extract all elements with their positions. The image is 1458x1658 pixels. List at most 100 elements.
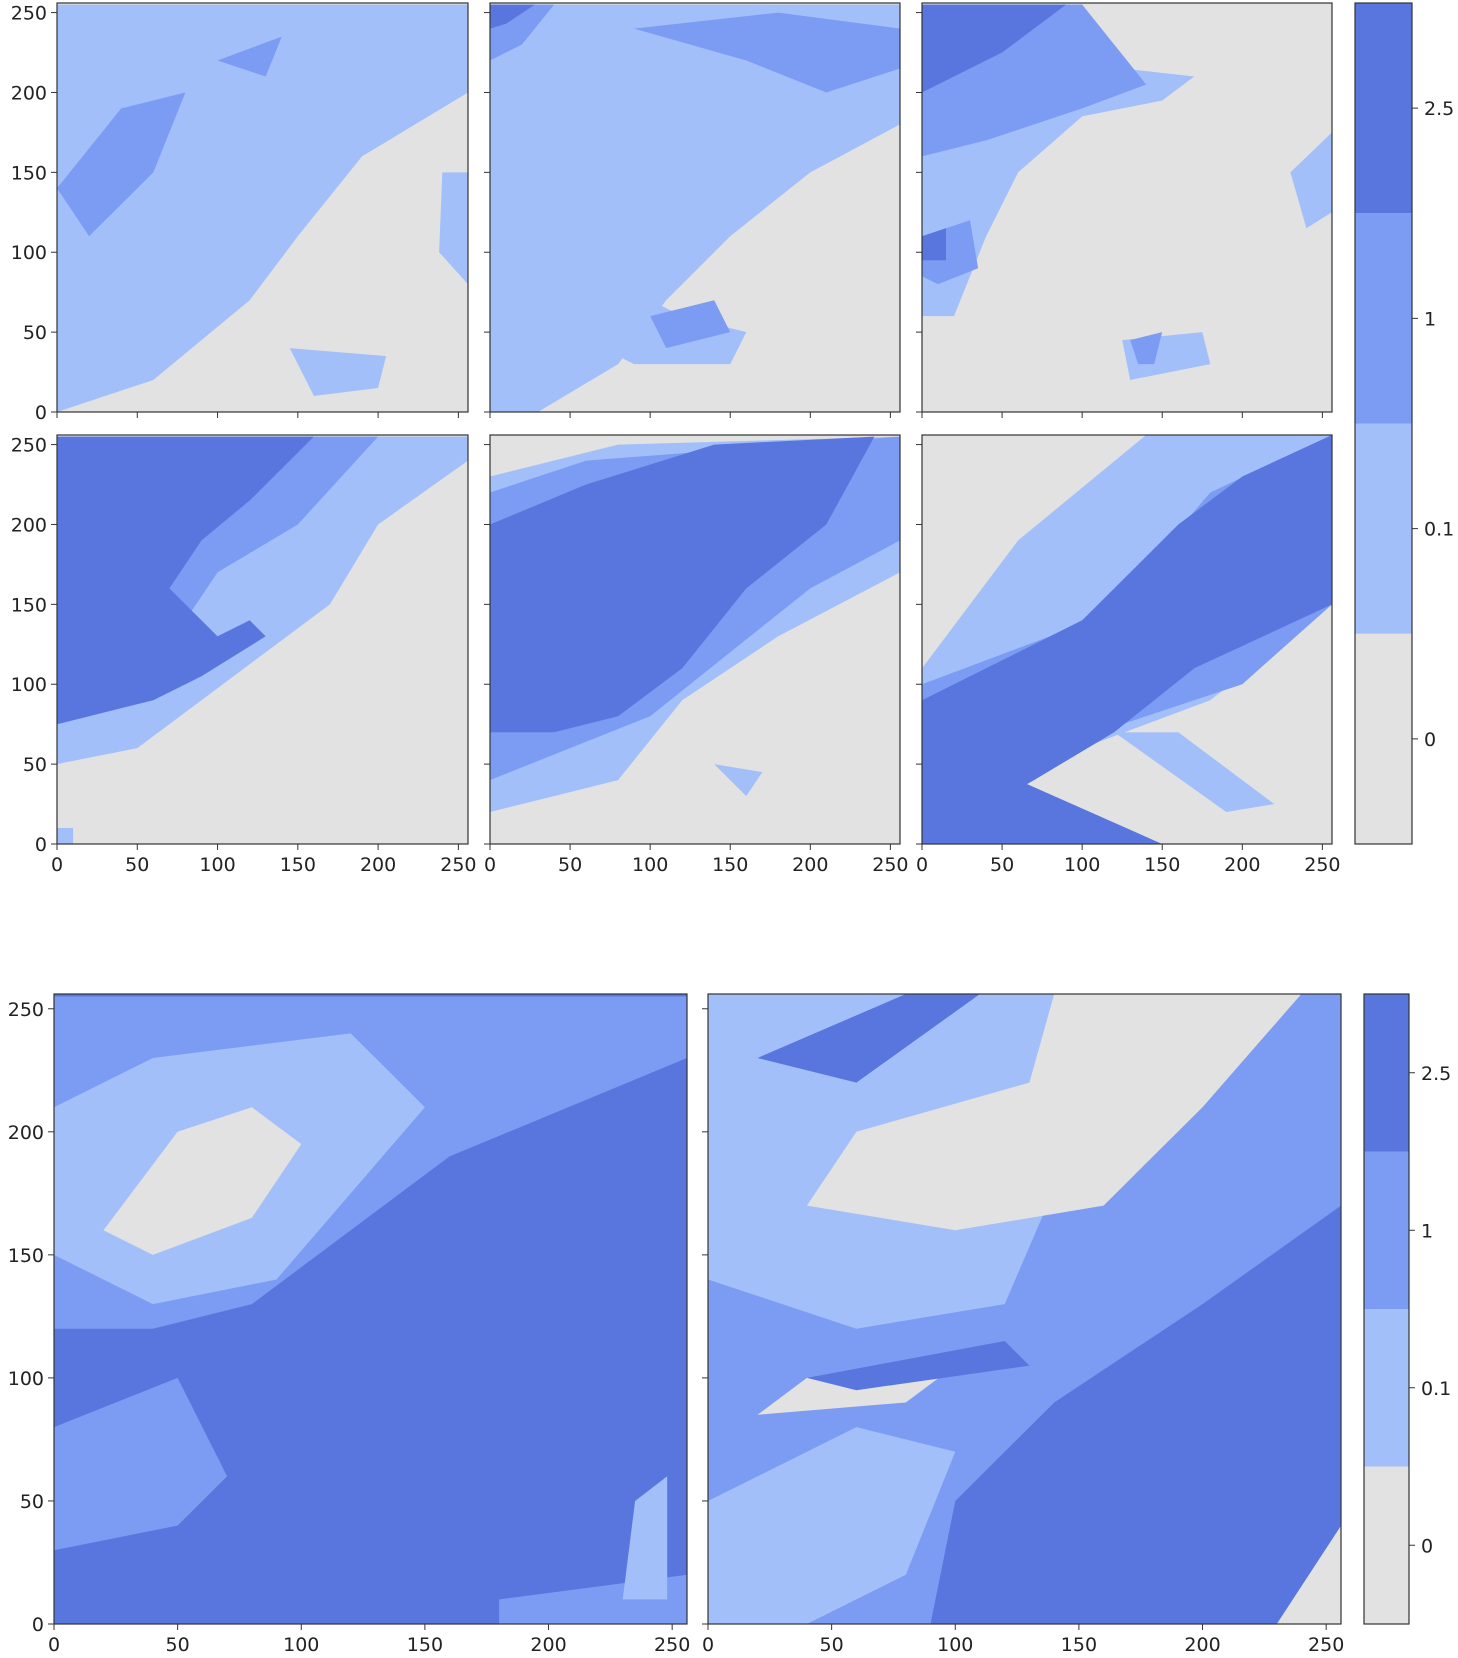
heatmap-region xyxy=(490,436,875,733)
panel-frame xyxy=(921,434,1333,845)
colorbar-tick-label: 0.1 xyxy=(1424,519,1454,541)
heatmap-region xyxy=(806,1341,1030,1391)
panel-frame xyxy=(921,2,1333,413)
heatmap-region xyxy=(922,228,946,261)
x-tick-label: 200 xyxy=(1224,854,1260,876)
colorbar-tick-label: 1 xyxy=(1424,308,1436,330)
x-tick-label: 0 xyxy=(484,854,496,876)
heatmap-region xyxy=(1130,332,1163,365)
x-tick-label: 100 xyxy=(199,854,235,876)
colorbar-tick-label: 0 xyxy=(1421,1535,1433,1557)
heatmap-panel-2 xyxy=(484,2,901,418)
x-tick-label: 50 xyxy=(166,1634,190,1656)
x-tick-label: 150 xyxy=(280,854,316,876)
x-tick-label: 50 xyxy=(990,854,1014,876)
x-tick-label: 0 xyxy=(702,1634,714,1656)
heatmap-panels: 0501001502002500050501001001501502002002… xyxy=(8,2,1344,1656)
x-tick-label: 100 xyxy=(632,854,668,876)
x-tick-label: 0 xyxy=(51,854,63,876)
heatmap-region xyxy=(57,436,314,725)
heatmap-panel-6: 0 50 100 150 200 250 xyxy=(916,434,1341,876)
heatmap-region xyxy=(217,36,282,77)
y-tick-label: 0 xyxy=(35,834,47,856)
panel-frame xyxy=(707,993,1342,1625)
x-tick-label: 150 xyxy=(407,1634,443,1656)
x-tick-label: 250 xyxy=(872,854,908,876)
panel-frame xyxy=(56,2,469,413)
x-tick-label: 50 xyxy=(125,854,149,876)
heatmap-region xyxy=(1290,132,1332,229)
panel-frame xyxy=(53,993,688,1625)
y-tick-label: 250 xyxy=(8,999,44,1021)
colorbar-segment xyxy=(1355,423,1412,634)
y-tick-label: 200 xyxy=(11,514,47,536)
y-tick-label: 100 xyxy=(11,674,47,696)
x-tick-label: 50 xyxy=(558,854,582,876)
x-tick-label: 250 xyxy=(440,854,476,876)
heatmap-panel-3 xyxy=(916,2,1333,418)
x-tick-label: 100 xyxy=(1064,854,1100,876)
heatmap-field xyxy=(54,994,687,1624)
colorbar-tick-label: 1 xyxy=(1421,1220,1433,1242)
x-tick-label: 250 xyxy=(1304,854,1340,876)
heatmap-field xyxy=(490,435,900,844)
heatmap-field xyxy=(708,994,1341,1624)
y-tick-label: 100 xyxy=(11,242,47,264)
x-tick-label: 150 xyxy=(1061,1634,1097,1656)
y-tick-label: 250 xyxy=(11,435,47,457)
colorbar-segment xyxy=(1364,1466,1409,1624)
x-tick-label: 150 xyxy=(1144,854,1180,876)
y-tick-label: 50 xyxy=(23,754,47,776)
x-tick-label: 50 xyxy=(820,1634,844,1656)
y-tick-label: 150 xyxy=(8,1245,44,1267)
colorbar-segment xyxy=(1364,994,1409,1152)
y-tick-label: 150 xyxy=(11,594,47,616)
x-tick-label: 200 xyxy=(1184,1634,1220,1656)
x-tick-label: 100 xyxy=(283,1634,319,1656)
x-tick-label: 200 xyxy=(530,1634,566,1656)
colorbar-segment xyxy=(1355,633,1412,844)
heatmap-region xyxy=(57,828,74,844)
colorbars: 0 0.1 1 2.5 0 0.1 1 2.5 xyxy=(1354,2,1454,1625)
colorbar-segment xyxy=(1364,1309,1409,1467)
heatmap-region xyxy=(1114,732,1275,812)
colorbar-frame xyxy=(1363,993,1410,1625)
colorbar-segment xyxy=(1355,213,1412,424)
colorbar-1: 0 0.1 1 2.5 xyxy=(1354,2,1454,845)
heatmap-region xyxy=(439,172,468,285)
x-tick-label: 200 xyxy=(360,854,396,876)
colorbar-tick-label: 0 xyxy=(1424,729,1436,751)
colorbar-segment xyxy=(1364,1151,1409,1309)
y-tick-label: 50 xyxy=(20,1491,44,1513)
heatmap-field xyxy=(922,435,1332,844)
heatmap-region xyxy=(103,1107,302,1255)
heatmap-panel-4: 00 50 50 100 100 150 150 200 200 250 250 xyxy=(11,434,477,876)
y-tick-label: 150 xyxy=(11,162,47,184)
heatmap-panel-5: 0 50 100 150 200 250 xyxy=(484,434,909,876)
x-tick-label: 0 xyxy=(916,854,928,876)
y-tick-label: 0 xyxy=(32,1614,44,1636)
heatmap-region xyxy=(490,4,535,29)
colorbar-segment xyxy=(1355,3,1412,214)
colorbar-2: 0 0.1 1 2.5 xyxy=(1363,993,1451,1625)
heatmap-region xyxy=(634,12,900,93)
y-tick-label: 200 xyxy=(8,1122,44,1144)
y-tick-label: 200 xyxy=(11,82,47,104)
panel-frame xyxy=(56,434,469,845)
heatmap-region xyxy=(922,435,1332,844)
heatmap-region xyxy=(757,994,980,1083)
heatmap-field xyxy=(922,3,1332,412)
x-tick-label: 100 xyxy=(937,1634,973,1656)
heatmap-panel-8: 0 50 100 150 200 250 xyxy=(702,993,1344,1656)
heatmap-field xyxy=(57,435,468,844)
heatmap-region xyxy=(714,764,763,797)
heatmap-region xyxy=(54,1377,228,1551)
heatmap-region xyxy=(650,300,731,349)
colorbar-tick-label: 2.5 xyxy=(1424,98,1454,120)
x-tick-label: 250 xyxy=(654,1634,690,1656)
heatmap-region xyxy=(622,1476,668,1600)
y-tick-label: 100 xyxy=(8,1368,44,1390)
heatmap-region xyxy=(57,92,186,237)
y-tick-label: 0 xyxy=(35,402,47,424)
heatmap-region xyxy=(922,780,1163,844)
